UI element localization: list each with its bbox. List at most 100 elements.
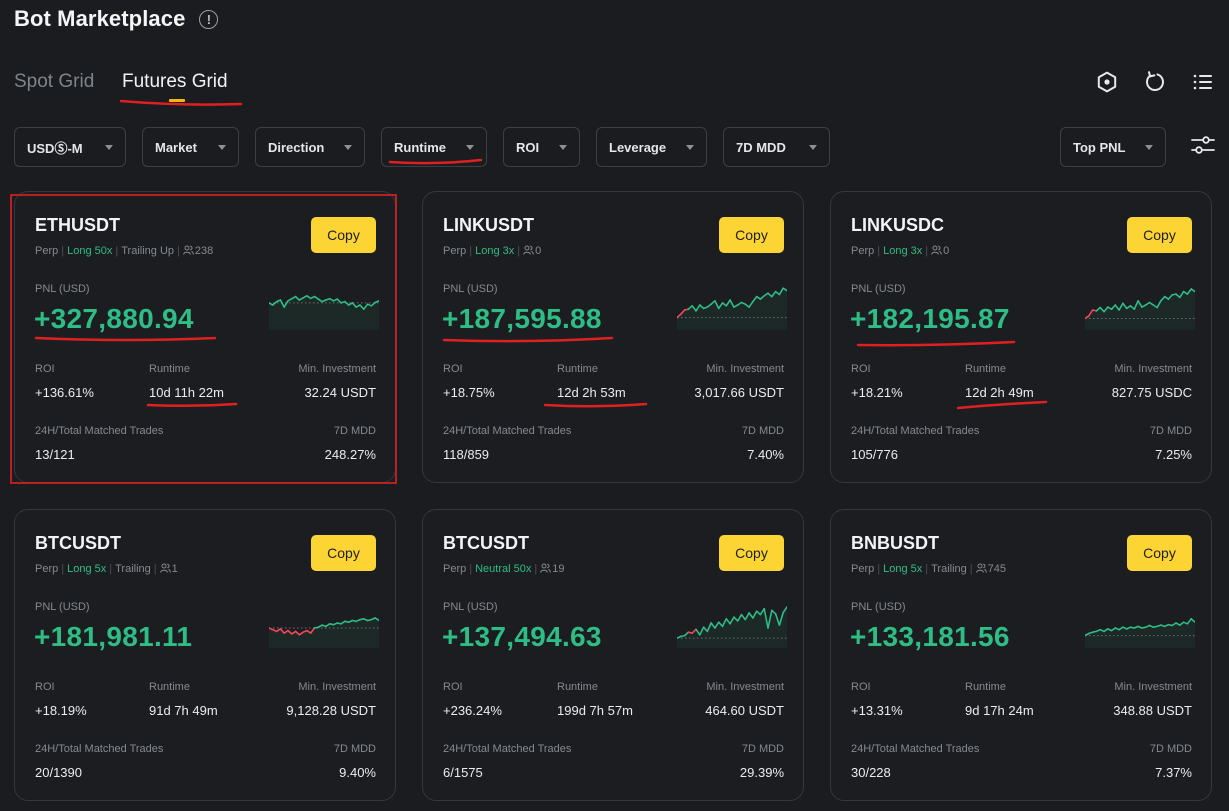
pnl-value: +181,981.11: [34, 621, 193, 652]
chevron-down-icon: [559, 144, 567, 150]
direction-leverage: Long 50x: [67, 245, 113, 257]
chevron-down-icon: [1145, 144, 1153, 150]
separator: |: [61, 563, 65, 575]
filter-leverage[interactable]: Leverage: [596, 127, 707, 167]
card-symbol: BNBUSDT: [851, 533, 939, 553]
trades-value: 105/776: [851, 447, 898, 462]
sparkline-segment: [763, 607, 769, 629]
roi-value: +18.75%: [443, 385, 495, 400]
copier-count: 0: [535, 245, 542, 257]
card-meta: Perp | Long 5x | Trailing | 1: [35, 563, 178, 575]
contract-type: Perp: [851, 563, 875, 575]
filter-sliders-icon[interactable]: [1190, 133, 1216, 157]
bot-card[interactable]: BTCUSDT Perp | Neutral 50x | 19 Copy PNL (US…: [422, 509, 804, 801]
card-meta: Perp | Long 50x | Trailing Up | 238: [35, 245, 213, 257]
refresh-icon[interactable]: [1143, 70, 1167, 94]
separator: |: [469, 245, 473, 257]
runtime-value: 199d 7h 57m: [557, 703, 633, 718]
sparkline-segment: [698, 304, 705, 310]
sparkline-segment: [1129, 304, 1136, 311]
mdd-label: 7D MDD: [1149, 425, 1192, 437]
bot-card[interactable]: BNBUSDT Perp | Long 5x | Trailing | 745 Copy P…: [830, 509, 1212, 801]
trades-label: 24H/Total Matched Trades: [35, 425, 164, 437]
filter-runtime[interactable]: Runtime: [381, 127, 487, 167]
filter-roi[interactable]: ROI: [503, 127, 580, 167]
roi-value: +136.61%: [35, 385, 94, 400]
sparkline-segment: [752, 295, 758, 303]
contract-type: Perp: [443, 245, 467, 257]
copy-button[interactable]: Copy: [311, 535, 376, 571]
copy-button[interactable]: Copy: [1127, 217, 1192, 253]
filter-direction[interactable]: Direction: [255, 127, 365, 167]
runtime-value: 12d 2h 53m: [557, 385, 626, 400]
separator: |: [534, 563, 538, 575]
sparkline-segment: [714, 621, 720, 629]
roi-label: ROI: [35, 681, 55, 693]
mdd-label: 7D MDD: [333, 425, 376, 437]
filter-margin-type[interactable]: USDⓈ-M: [14, 127, 126, 167]
pnl-value: +133,181.56: [850, 621, 1010, 652]
runtime-label: Runtime: [557, 363, 598, 375]
runtime-label: Runtime: [965, 363, 1006, 375]
sparkline-segment: [695, 304, 701, 312]
sparkline-segment: [1137, 299, 1143, 308]
min-investment-label: Min. Investment: [706, 363, 784, 375]
tab-futures-grid[interactable]: Futures Grid: [122, 71, 228, 92]
min-investment-value: 827.75 USDC: [1111, 385, 1192, 400]
min-investment-value: 464.60 USDT: [705, 703, 784, 718]
trades-value: 30/228: [851, 765, 891, 780]
filter-label: USDⓈ-M: [27, 140, 83, 156]
roi-value: +236.24%: [443, 703, 502, 718]
trades-label: 24H/Total Matched Trades: [851, 425, 980, 437]
bot-card[interactable]: LINKUSDT Perp | Long 3x | 0 Copy PNL (USD) +…: [422, 191, 804, 483]
copy-button[interactable]: Copy: [719, 217, 784, 253]
sparkline-segment: [710, 299, 716, 306]
separator: |: [469, 563, 473, 575]
bot-card[interactable]: ETHUSDT Perp | Long 50x | Trailing Up | 238 Co…: [14, 191, 396, 483]
filter-label: Runtime: [394, 139, 446, 155]
contract-type: Perp: [35, 563, 59, 575]
pnl-value: +137,494.63: [442, 621, 602, 652]
copy-button[interactable]: Copy: [1127, 535, 1192, 571]
filter-market[interactable]: Market: [142, 127, 239, 167]
mdd-value: 7.37%: [1155, 765, 1192, 780]
pnl-value: +187,595.88: [442, 303, 602, 334]
mdd-value: 7.25%: [1155, 447, 1192, 462]
strategy-tag: Trailing: [931, 563, 967, 575]
bot-card[interactable]: LINKUSDC Perp | Long 3x | 0 Copy PNL (USD) +…: [830, 191, 1212, 483]
trades-value: 6/1575: [443, 765, 483, 780]
hexagon-icon[interactable]: [1095, 70, 1119, 94]
sparkline-segment: [778, 287, 784, 296]
sparkline-segment: [679, 309, 686, 316]
sort-label: Top PNL: [1073, 139, 1126, 155]
min-investment-value: 3,017.66 USDT: [694, 385, 784, 400]
info-icon[interactable]: !: [199, 9, 219, 29]
trades-label: 24H/Total Matched Trades: [35, 743, 164, 755]
sort-dropdown[interactable]: Top PNL: [1060, 127, 1166, 167]
sparkline-segment: [1175, 293, 1181, 299]
tab-spot-grid[interactable]: Spot Grid: [14, 71, 95, 92]
copy-button[interactable]: Copy: [719, 535, 784, 571]
sparkline-segment: [759, 295, 765, 300]
runtime-value: 10d 11h 22m: [149, 385, 224, 400]
sparkline-segment: [721, 617, 728, 628]
sparkline-segment: [752, 610, 758, 619]
bot-card[interactable]: BTCUSDT Perp | Long 5x | Trailing | 1 Copy PNL…: [14, 509, 396, 801]
sparkline-segment: [729, 616, 735, 625]
roi-value: +18.21%: [851, 385, 903, 400]
trades-value: 13/121: [35, 447, 75, 462]
sparkline-segment: [1167, 294, 1173, 300]
mdd-value: 248.27%: [324, 447, 376, 462]
min-investment-value: 32.24 USDT: [304, 385, 376, 400]
filter-7d-mdd[interactable]: 7D MDD: [723, 127, 830, 167]
min-investment-value: 9,128.28 USDT: [286, 703, 376, 718]
sparkline-segment: [698, 626, 705, 636]
filter-label: ROI: [516, 139, 540, 155]
runtime-value: 91d 7h 49m: [149, 703, 218, 718]
trades-label: 24H/Total Matched Trades: [443, 425, 572, 437]
sparkline-segment: [702, 626, 709, 633]
list-icon[interactable]: [1191, 70, 1215, 94]
chevron-down-icon: [218, 144, 226, 150]
roi-label: ROI: [851, 363, 871, 375]
copy-button[interactable]: Copy: [311, 217, 376, 253]
